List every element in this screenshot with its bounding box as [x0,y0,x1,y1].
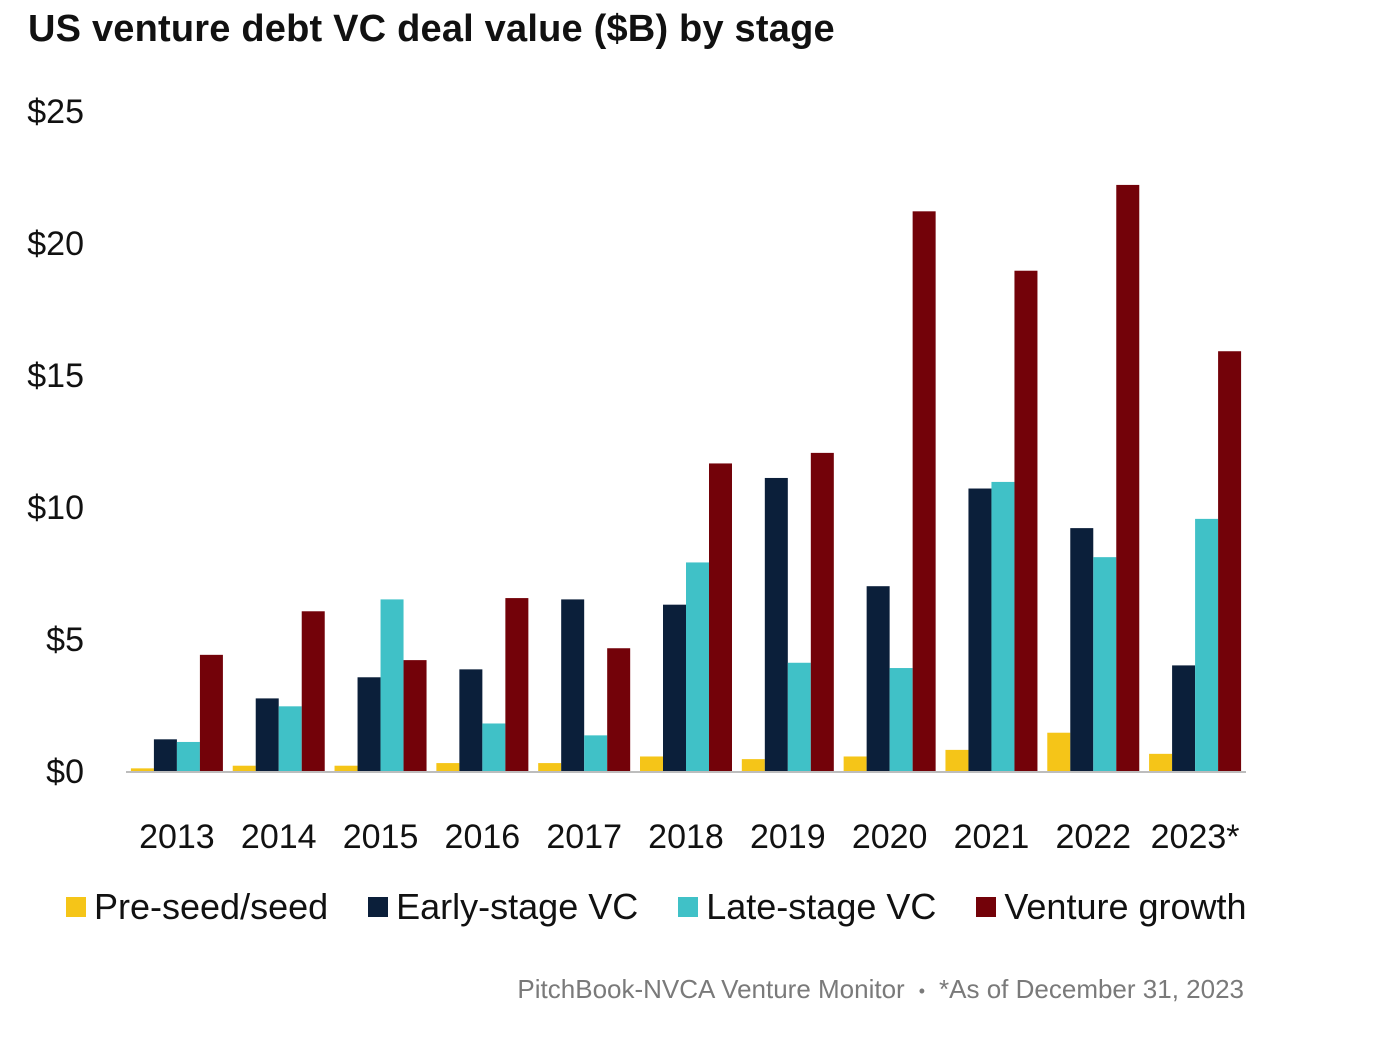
x-tick-label: 2021 [954,818,1030,856]
y-tick-label: $10 [27,489,84,527]
bar-venture-growth-2020 [912,211,936,771]
x-tick-label: 2014 [241,818,317,856]
bar-late-stage-vc-2017 [584,735,608,771]
bar-venture-growth-2015 [403,660,427,771]
legend-item: Pre-seed/seed [66,886,328,928]
bar-venture-growth-2022 [1116,184,1140,772]
bar-early-stage-vc-2015 [357,677,381,771]
bar-early-stage-vc-2022 [1070,528,1094,771]
bar-late-stage-vc-2015 [380,599,404,771]
bar-early-stage-vc-2021 [968,488,992,771]
bar-early-stage-vc-2014 [255,698,279,771]
x-tick-label: 2020 [852,818,928,856]
legend-swatch [678,897,699,917]
bar-pre-seed-seed-2013 [130,768,154,771]
bar-early-stage-vc-2013 [153,739,177,771]
bar-pre-seed-seed-2016 [436,763,460,771]
bar-early-stage-vc-2023 [1172,665,1196,771]
footnote-text: *As of December 31, 2023 [939,974,1244,1004]
bar-late-stage-vc-2021 [991,481,1015,771]
x-tick-label: 2017 [546,818,622,856]
bar-early-stage-vc-2017 [561,599,585,771]
bar-pre-seed-seed-2020 [843,756,867,771]
bar-late-stage-vc-2019 [787,662,811,771]
bar-venture-growth-2017 [607,648,631,771]
y-tick-label: $15 [27,357,84,395]
y-tick-label: $25 [27,93,84,131]
bar-early-stage-vc-2019 [764,477,788,771]
x-tick-label: 2016 [445,818,521,856]
bar-pre-seed-seed-2017 [538,763,562,771]
footer: PitchBook-NVCA Venture Monitor • *As of De… [517,974,1244,1005]
bar-late-stage-vc-2022 [1093,557,1117,771]
legend-swatch [66,897,86,917]
legend-item: Venture growth [976,886,1247,928]
x-axis: 2013 2014 2015 2016 2017 2018 2019 2020 2021 2022… [139,818,1239,856]
bar-early-stage-vc-2018 [663,604,686,771]
bar-venture-growth-2016 [505,598,529,771]
x-tick-label: 2022 [1055,818,1131,856]
x-tick-label: 2015 [343,818,419,856]
legend-swatch [976,897,997,917]
bar-late-stage-vc-2018 [686,562,709,771]
footer-separator: • [918,980,926,1001]
bar-venture-growth-2019 [810,452,834,771]
legend-item: Early-stage VC [368,886,638,928]
bar-late-stage-vc-2016 [482,723,506,771]
bar-venture-growth-2013 [199,654,223,771]
bar-venture-growth-2018 [709,463,732,771]
bars-group [130,184,1242,772]
legend-label: Pre-seed/seed [94,886,329,927]
bar-pre-seed-seed-2018 [640,756,663,771]
bar-late-stage-vc-2014 [278,706,302,771]
bar-late-stage-vc-2020 [889,668,913,771]
chart-title: US venture debt VC deal value ($B) by st… [28,8,835,50]
bar-pre-seed-seed-2021 [945,749,969,771]
legend-swatch [368,897,389,917]
y-tick-label: $0 [46,753,84,791]
bar-venture-growth-2023 [1218,351,1242,771]
x-tick-label: 2013 [139,818,215,856]
y-axis: $0 $5 $10 $15 $20 $25 [27,93,84,791]
bar-pre-seed-seed-2022 [1047,732,1071,771]
bar-early-stage-vc-2020 [866,586,890,771]
bar-venture-growth-2014 [301,611,325,771]
x-tick-label: 2019 [750,818,826,856]
bar-pre-seed-seed-2014 [232,765,256,771]
source-text: PitchBook-NVCA Venture Monitor [517,974,905,1004]
y-tick-label: $20 [27,225,84,263]
x-tick-label: 2018 [648,818,724,856]
bar-late-stage-vc-2023 [1195,518,1219,771]
bar-venture-growth-2021 [1014,270,1038,771]
legend-item: Late-stage VC [678,886,936,928]
bar-pre-seed-seed-2023 [1149,753,1173,771]
y-tick-label: $5 [46,621,84,659]
legend-label: Venture growth [1004,886,1247,927]
bar-pre-seed-seed-2019 [741,759,765,771]
legend-label: Late-stage VC [706,886,937,927]
legend-label: Early-stage VC [396,886,639,927]
bar-early-stage-vc-2016 [459,669,483,771]
bar-late-stage-vc-2013 [176,741,200,771]
legend: Pre-seed/seed Early-stage VC Late-stage VC… [66,886,1287,928]
bar-pre-seed-seed-2015 [334,765,358,771]
x-tick-label: 2023* [1151,818,1240,856]
